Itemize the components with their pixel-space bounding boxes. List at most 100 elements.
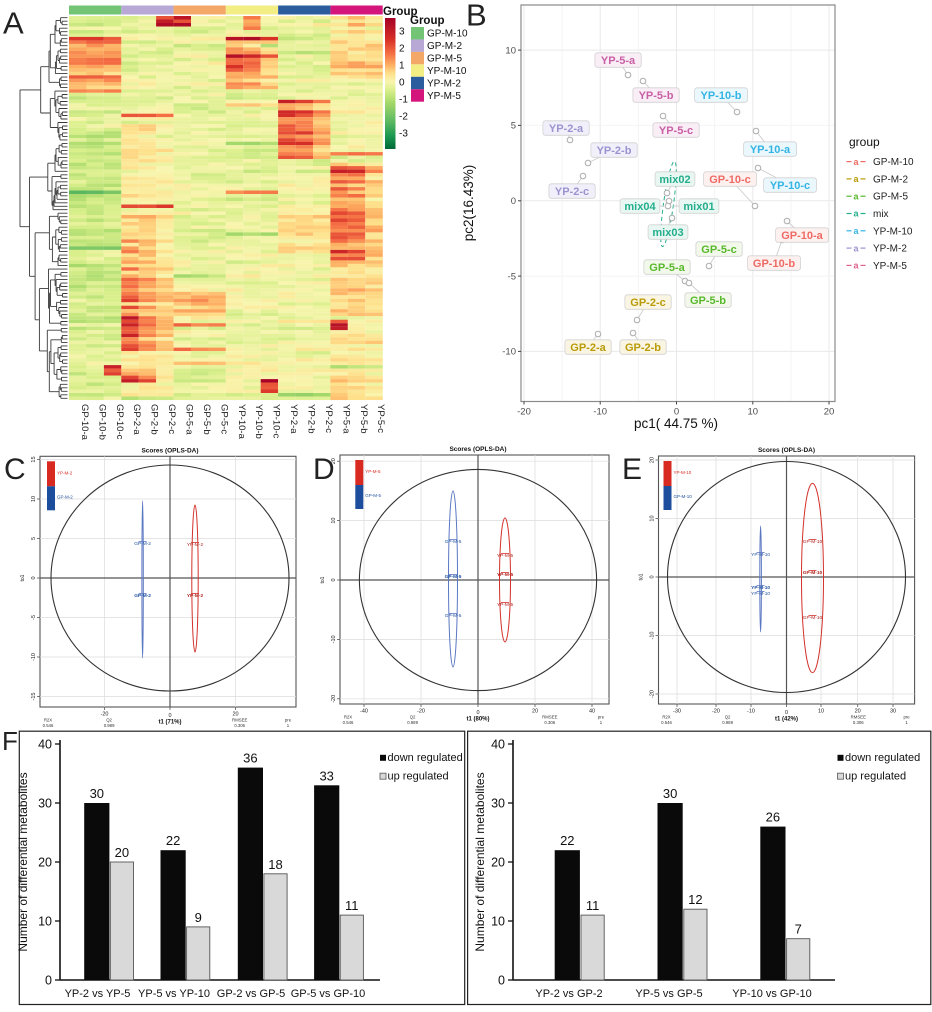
svg-text:20: 20 <box>824 407 835 418</box>
svg-text:down regulated: down regulated <box>388 752 463 764</box>
svg-text:A: A <box>3 6 24 41</box>
svg-text:1: 1 <box>287 723 290 728</box>
svg-text:GP-5-a: GP-5-a <box>184 404 195 435</box>
svg-text:22: 22 <box>166 833 180 848</box>
svg-text:GP-2-b: GP-2-b <box>149 404 160 435</box>
svg-text:Group: Group <box>410 15 445 27</box>
svg-text:mix04: mix04 <box>624 201 656 213</box>
svg-text:t1 (42%): t1 (42%) <box>775 717 798 723</box>
svg-text:YP-M-10: YP-M-10 <box>751 591 770 597</box>
svg-text:Q2: Q2 <box>410 715 416 720</box>
svg-text:0: 0 <box>650 575 656 578</box>
svg-text:YP-5-b: YP-5-b <box>639 90 674 102</box>
svg-text:30: 30 <box>890 709 896 715</box>
svg-text:-3: -3 <box>399 128 408 139</box>
svg-text:30: 30 <box>663 786 677 801</box>
svg-text:20: 20 <box>38 855 52 869</box>
svg-text:30: 30 <box>90 786 104 801</box>
svg-text:40: 40 <box>38 737 52 751</box>
svg-text:36: 36 <box>243 751 257 766</box>
svg-text:0.306: 0.306 <box>234 723 245 728</box>
svg-text:40: 40 <box>491 737 505 751</box>
svg-text:-10: -10 <box>31 653 37 661</box>
svg-text:0.989: 0.989 <box>407 720 418 725</box>
svg-text:GP-10-a: GP-10-a <box>79 404 90 441</box>
svg-text:0.306: 0.306 <box>853 720 864 725</box>
svg-text:YP-5-c: YP-5-c <box>659 125 693 137</box>
svg-text:YP-10-b: YP-10-b <box>701 90 742 102</box>
svg-text:-20: -20 <box>517 407 531 418</box>
svg-text:GP-2-b: GP-2-b <box>625 342 661 354</box>
svg-text:-2: -2 <box>399 111 408 122</box>
svg-text:10: 10 <box>38 914 52 928</box>
svg-text:12: 12 <box>688 892 702 907</box>
svg-text:GP-2 vs GP-5: GP-2 vs GP-5 <box>217 988 285 1000</box>
svg-text:GP-2-c: GP-2-c <box>630 297 665 309</box>
svg-text:30: 30 <box>38 796 52 810</box>
svg-text:0: 0 <box>31 576 37 579</box>
svg-text:-15: -15 <box>31 693 37 701</box>
svg-text:-10: -10 <box>502 347 516 358</box>
svg-text:-5: -5 <box>508 271 516 282</box>
svg-text:mix02: mix02 <box>659 174 690 186</box>
svg-text:a: a <box>853 157 859 167</box>
svg-text:20: 20 <box>115 845 129 860</box>
svg-text:RMSEE: RMSEE <box>851 715 866 720</box>
svg-text:GP-M-5: GP-M-5 <box>445 613 462 619</box>
svg-text:-10: -10 <box>747 709 755 715</box>
svg-text:0.989: 0.989 <box>104 723 115 728</box>
svg-text:0: 0 <box>498 973 505 987</box>
svg-text:GP-M-5: GP-M-5 <box>365 493 381 498</box>
svg-text:-20: -20 <box>712 709 720 715</box>
svg-text:GP-M-2: GP-M-2 <box>873 174 908 185</box>
svg-text:GP-10-a: GP-10-a <box>781 230 823 242</box>
svg-text:C: C <box>4 453 26 486</box>
svg-text:YP-M-10: YP-M-10 <box>674 470 692 475</box>
svg-text:YP-5-b: YP-5-b <box>358 404 369 434</box>
svg-text:26: 26 <box>766 810 780 825</box>
svg-text:40: 40 <box>589 709 595 715</box>
svg-text:GP-5-a: GP-5-a <box>649 262 685 274</box>
svg-text:YP-M-10: YP-M-10 <box>427 66 467 77</box>
svg-text:t1 (80%): t1 (80%) <box>466 717 489 723</box>
svg-text:YP-M-10: YP-M-10 <box>751 585 770 591</box>
svg-text:-10: -10 <box>650 632 656 640</box>
svg-text:0: 0 <box>785 710 788 716</box>
svg-text:GP-5-c: GP-5-c <box>701 244 736 256</box>
svg-text:10: 10 <box>748 407 759 418</box>
svg-text:-20: -20 <box>417 709 425 715</box>
svg-text:Scores (OPLS-DA): Scores (OPLS-DA) <box>449 446 506 453</box>
svg-text:0: 0 <box>511 196 516 207</box>
svg-text:up regulated: up regulated <box>845 770 906 782</box>
svg-text:GP-10-c: GP-10-c <box>114 404 125 440</box>
svg-text:20: 20 <box>650 457 656 463</box>
svg-text:0: 0 <box>476 710 479 716</box>
svg-text:15: 15 <box>31 456 37 462</box>
svg-text:YP-10-a: YP-10-a <box>236 404 247 440</box>
svg-text:YP-5 vs GP-5: YP-5 vs GP-5 <box>635 988 702 1000</box>
svg-text:2: 2 <box>399 44 405 55</box>
svg-text:GP-M-10: GP-M-10 <box>803 539 823 545</box>
svg-text:GP-2-a: GP-2-a <box>131 404 142 435</box>
svg-text:YP-M-5: YP-M-5 <box>873 261 907 272</box>
svg-text:YP-M-2: YP-M-2 <box>187 593 204 599</box>
svg-text:0: 0 <box>674 407 679 418</box>
svg-text:Q2: Q2 <box>725 715 731 720</box>
svg-text:0.546: 0.546 <box>661 720 672 725</box>
svg-text:mix: mix <box>873 209 889 220</box>
svg-text:-20: -20 <box>650 690 656 698</box>
svg-text:YP-10 vs GP-10: YP-10 vs GP-10 <box>732 988 811 1000</box>
svg-text:YP-5-a: YP-5-a <box>340 404 351 434</box>
svg-text:GP-10-c: GP-10-c <box>709 174 751 186</box>
svg-text:GP-M-10: GP-M-10 <box>674 494 693 499</box>
svg-text:GP-5 vs GP-10: GP-5 vs GP-10 <box>291 988 366 1000</box>
svg-text:10: 10 <box>505 45 516 56</box>
svg-text:R2X: R2X <box>662 715 670 720</box>
svg-text:down regulated: down regulated <box>845 752 920 764</box>
svg-text:GP-M-10: GP-M-10 <box>873 157 914 168</box>
svg-text:a: a <box>853 209 859 219</box>
svg-text:YP-10-a: YP-10-a <box>750 144 791 156</box>
svg-text:YP-M-2: YP-M-2 <box>187 542 204 548</box>
svg-text:mix01: mix01 <box>683 201 714 213</box>
svg-text:-30: -30 <box>673 709 681 715</box>
